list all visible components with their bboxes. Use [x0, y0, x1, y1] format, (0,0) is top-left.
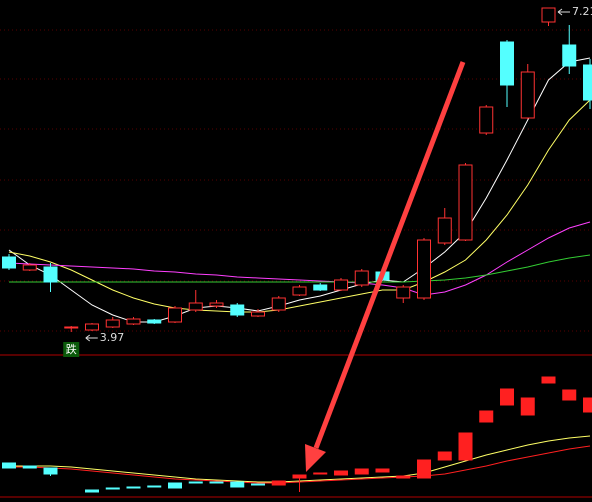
candle-body [458, 164, 473, 241]
label-arrow [557, 8, 570, 16]
candle-body [313, 472, 328, 475]
candle-body [354, 270, 369, 286]
candle-body [126, 318, 141, 325]
candle-body [417, 459, 431, 479]
candle-body [292, 286, 307, 296]
candle-body [520, 71, 535, 119]
candle-body [375, 468, 390, 473]
candle-body [417, 239, 431, 299]
candle-body [147, 485, 162, 488]
candle-body [43, 266, 58, 283]
arrow-shaft [313, 61, 466, 449]
max-price-label: 7.21 [572, 5, 592, 18]
grid [0, 29, 592, 332]
candle-body [479, 410, 494, 423]
min-price-label: 3.97 [100, 331, 125, 344]
candle-body [583, 64, 592, 101]
candle-body [437, 451, 452, 461]
candle-body [147, 319, 162, 324]
candle-body [209, 302, 224, 307]
candle-body [2, 462, 16, 469]
candle-body [396, 475, 411, 479]
candle-body [188, 302, 203, 311]
candle-body [188, 481, 203, 484]
candle-body [541, 7, 556, 23]
candle-body [230, 304, 245, 316]
ma-line [8, 99, 591, 313]
candle-body [85, 489, 99, 493]
label-arrow [85, 334, 98, 342]
ma-line [9, 254, 591, 283]
candle-body [105, 487, 120, 490]
candle-body [105, 319, 120, 328]
candle-body [43, 467, 58, 475]
candle-body [85, 323, 99, 331]
candle-body [64, 326, 79, 329]
candle-body [437, 217, 452, 244]
signal-box [63, 342, 80, 357]
ma-line [8, 221, 591, 296]
candle-body [334, 470, 348, 476]
plot: 7.21 3.97 跌 [2, 5, 592, 493]
candle-body [520, 397, 535, 416]
candle-body [354, 468, 369, 475]
candle-body [209, 481, 224, 484]
candle-body [562, 389, 577, 401]
candle-body [271, 297, 286, 311]
candle-body [168, 482, 182, 489]
candle-body [583, 397, 592, 413]
candle-body [126, 486, 141, 489]
ma-line [8, 57, 591, 323]
candle-body [292, 474, 307, 479]
candle-body [500, 41, 514, 86]
arrow-head [305, 444, 326, 472]
candle-body [22, 465, 37, 469]
candle-body [541, 376, 556, 384]
candle-body [334, 279, 348, 291]
candle-body [251, 311, 265, 317]
candle-body [458, 432, 473, 461]
candle-body [396, 286, 411, 299]
candle-body [2, 256, 16, 269]
candle-body [562, 44, 577, 67]
candle-body [479, 106, 494, 134]
candle-body [500, 388, 514, 406]
candle-body [271, 480, 286, 486]
signal-label: 跌 [66, 342, 77, 356]
candle-body [168, 307, 182, 323]
candle-body [313, 284, 328, 291]
candle-body [251, 483, 265, 486]
annotation-arrow [305, 61, 466, 472]
candle-body [230, 481, 245, 488]
candle-body [22, 264, 37, 271]
